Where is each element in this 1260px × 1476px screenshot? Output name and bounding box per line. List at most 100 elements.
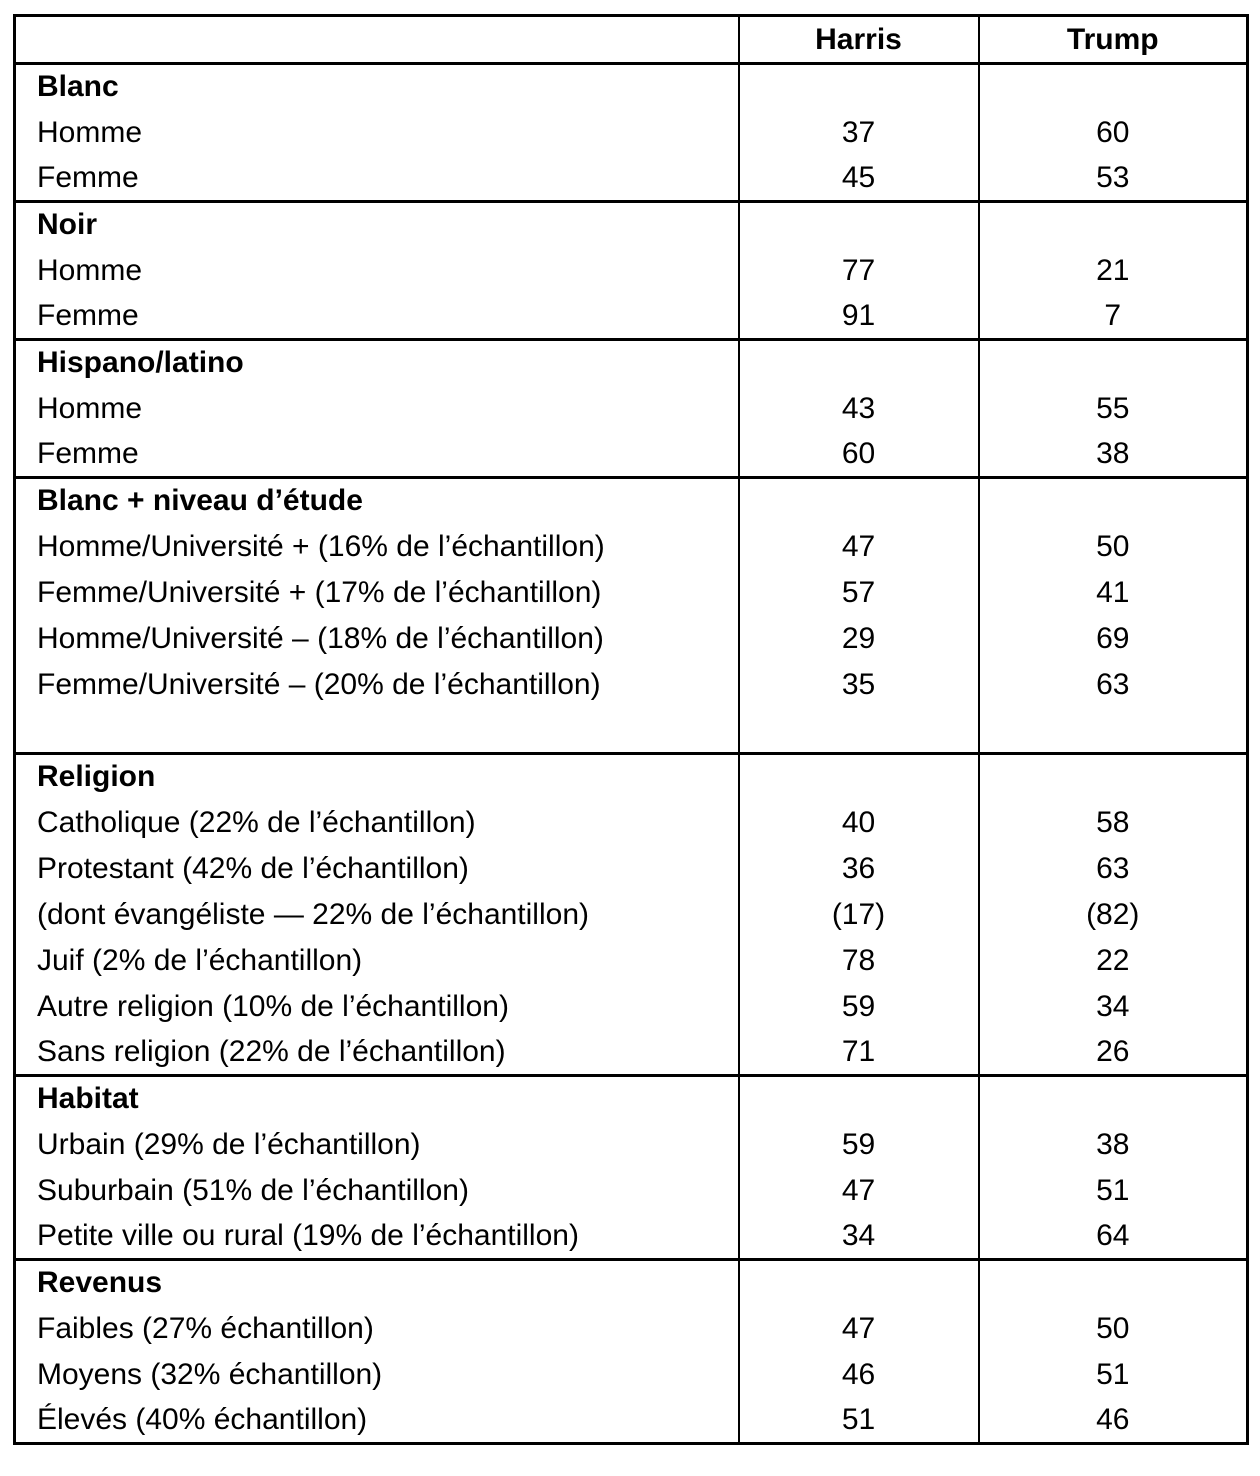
harris-value-cell: (17) bbox=[737, 891, 979, 938]
trump-value-cell: 51 bbox=[977, 1351, 1248, 1398]
harris-value-cell: 59 bbox=[737, 983, 979, 1030]
table-row: Femme 91 7 bbox=[15, 293, 1248, 340]
harris-value-cell: 35 bbox=[737, 661, 979, 708]
trump-value-cell bbox=[977, 1258, 1248, 1306]
harris-value-cell: 47 bbox=[737, 523, 979, 570]
row-label-cell: Femme/Université + (17% de l’échantillon… bbox=[37, 575, 602, 609]
table-row: Sans religion (22% de l’échantillon) 71 26 bbox=[15, 1029, 1248, 1076]
row-label-cell: Homme/Université – (18% de l’échantillon… bbox=[37, 621, 604, 655]
harris-value-cell: 57 bbox=[737, 569, 979, 616]
trump-value-cell: 21 bbox=[977, 247, 1248, 294]
trump-value-cell bbox=[977, 707, 1248, 754]
trump-value-cell: 38 bbox=[977, 431, 1248, 478]
spacer-row bbox=[15, 707, 1248, 754]
section-header-row: Blanc bbox=[14, 62, 1248, 110]
trump-value-cell: 60 bbox=[977, 109, 1248, 156]
table-row: Catholique (22% de l’échantillon) 40 58 bbox=[15, 799, 1248, 846]
table-row: Femme 45 53 bbox=[15, 155, 1248, 202]
trump-value-cell: 38 bbox=[977, 1121, 1248, 1168]
section-header-row: Religion bbox=[14, 752, 1248, 800]
harris-value-cell: 36 bbox=[737, 845, 979, 892]
section-title-cell: Blanc bbox=[14, 62, 739, 110]
trump-value-cell bbox=[977, 1074, 1248, 1122]
table-row: Femme 60 38 bbox=[15, 431, 1248, 478]
row-label-cell: Protestant (42% de l’échantillon) bbox=[37, 851, 469, 885]
row-label-cell: Moyens (32% échantillon) bbox=[37, 1357, 383, 1391]
row-label-cell: (dont évangéliste — 22% de l’échantillon… bbox=[37, 897, 589, 931]
table-row: Femme/Université + (17% de l’échantillon… bbox=[15, 569, 1248, 616]
section-title-cell: Blanc + niveau d’étude bbox=[14, 476, 739, 524]
harris-value-cell: 71 bbox=[737, 1029, 979, 1076]
row-label-cell: Homme bbox=[37, 115, 143, 149]
trump-value-cell: 41 bbox=[977, 569, 1248, 616]
trump-value-cell: 7 bbox=[977, 293, 1248, 340]
table-row: (dont évangéliste — 22% de l’échantillon… bbox=[15, 891, 1248, 938]
row-label-cell: Homme/Université + (16% de l’échantillon… bbox=[37, 529, 605, 563]
harris-value-cell bbox=[737, 62, 979, 110]
section-header-row: Habitat bbox=[14, 1074, 1248, 1122]
trump-value-cell: 58 bbox=[977, 799, 1248, 846]
trump-value-cell: 63 bbox=[977, 661, 1248, 708]
harris-value-cell: 43 bbox=[737, 385, 979, 432]
row-label-cell: Suburbain (51% de l’échantillon) bbox=[37, 1173, 469, 1207]
trump-value-cell: 26 bbox=[977, 1029, 1248, 1076]
table-row: Homme 37 60 bbox=[15, 109, 1248, 156]
trump-value-cell: 51 bbox=[977, 1167, 1248, 1214]
row-label-cell: Femme/Université – (20% de l’échantillon… bbox=[37, 667, 601, 701]
harris-value-cell: 77 bbox=[737, 247, 979, 294]
row-label-cell: Femme bbox=[37, 298, 139, 332]
harris-value-cell: 47 bbox=[737, 1305, 979, 1352]
row-label-cell: Élevés (40% échantillon) bbox=[37, 1402, 368, 1436]
trump-value-cell bbox=[977, 338, 1248, 386]
trump-value-cell bbox=[977, 62, 1248, 110]
row-label-cell: Catholique (22% de l’échantillon) bbox=[37, 805, 476, 839]
table-row: Homme 43 55 bbox=[15, 385, 1248, 432]
empty-header-cell bbox=[14, 15, 739, 65]
harris-value-cell: 59 bbox=[737, 1121, 979, 1168]
table-row: Homme/Université + (16% de l’échantillon… bbox=[15, 523, 1248, 570]
trump-value-cell: 63 bbox=[977, 845, 1248, 892]
trump-value-cell: 55 bbox=[977, 385, 1248, 432]
harris-value-cell: 91 bbox=[737, 293, 979, 340]
row-label-cell bbox=[15, 708, 739, 754]
harris-value-cell: 78 bbox=[737, 937, 979, 984]
harris-value-cell bbox=[737, 1074, 979, 1122]
trump-value-cell: 22 bbox=[977, 937, 1248, 984]
table-row: Juif (2% de l’échantillon) 78 22 bbox=[15, 937, 1248, 984]
harris-value-cell: 45 bbox=[737, 155, 979, 202]
section-title-cell: Noir bbox=[14, 200, 739, 248]
section-title-cell: Revenus bbox=[14, 1258, 739, 1306]
row-label-cell: Urbain (29% de l’échantillon) bbox=[37, 1127, 421, 1161]
trump-value-cell: 50 bbox=[977, 1305, 1248, 1352]
harris-value-cell bbox=[737, 707, 979, 754]
row-label-cell: Homme bbox=[37, 391, 143, 425]
trump-value-cell: 64 bbox=[977, 1213, 1248, 1260]
table-header-row: Harris Trump bbox=[14, 15, 1248, 65]
section-title-cell: Habitat bbox=[14, 1074, 739, 1122]
table-row: Femme/Université – (20% de l’échantillon… bbox=[15, 661, 1248, 708]
row-label-cell: Faibles (27% échantillon) bbox=[37, 1311, 374, 1345]
trump-value-cell: (82) bbox=[977, 891, 1248, 938]
harris-value-cell bbox=[737, 752, 979, 800]
section-header-row: Noir bbox=[14, 200, 1248, 248]
row-label-cell: Petite ville ou rural (19% de l’échantil… bbox=[37, 1218, 579, 1252]
harris-value-cell: 40 bbox=[737, 799, 979, 846]
harris-value-cell: 47 bbox=[737, 1167, 979, 1214]
harris-value-cell: 34 bbox=[737, 1213, 979, 1260]
section-header-row: Hispano/latino bbox=[14, 338, 1248, 386]
harris-value-cell bbox=[737, 200, 979, 248]
trump-value-cell: 53 bbox=[977, 155, 1248, 202]
trump-column-header: Trump bbox=[977, 15, 1248, 65]
trump-value-cell bbox=[977, 752, 1248, 800]
table-row: Homme 77 21 bbox=[15, 247, 1248, 294]
table-row: Petite ville ou rural (19% de l’échantil… bbox=[15, 1213, 1248, 1260]
trump-value-cell bbox=[977, 476, 1248, 524]
trump-value-cell: 50 bbox=[977, 523, 1248, 570]
harris-value-cell: 37 bbox=[737, 109, 979, 156]
section-header-row: Revenus bbox=[14, 1258, 1248, 1306]
table-row: Protestant (42% de l’échantillon) 36 63 bbox=[15, 845, 1248, 892]
row-label-cell: Femme bbox=[37, 160, 139, 194]
harris-value-cell bbox=[737, 476, 979, 524]
row-label-cell: Juif (2% de l’échantillon) bbox=[37, 943, 363, 977]
